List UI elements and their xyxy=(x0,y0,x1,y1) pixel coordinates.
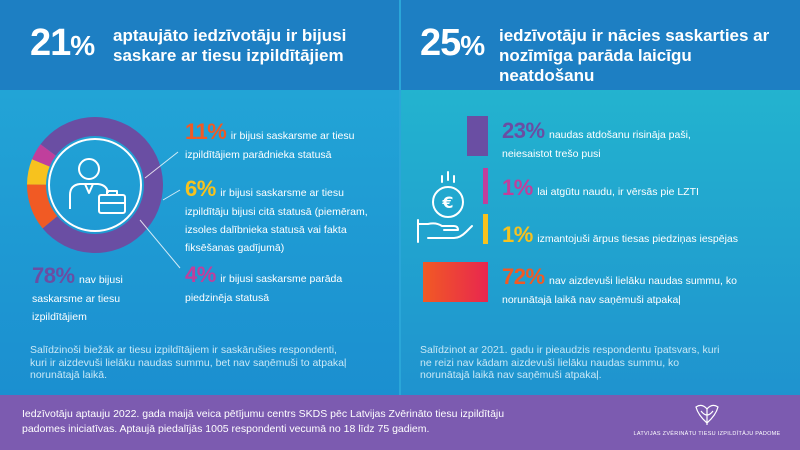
donut-inner-ring xyxy=(48,138,142,232)
donut-chart xyxy=(26,117,163,254)
left-note: Salīdzinoši biežāk ar tiesu izpildītājie… xyxy=(30,344,347,381)
stat-right-4-text: nav aizdevuši lielāku naudas summu, ko n… xyxy=(502,275,737,306)
stat-left-1: 11% ir bijusi saskarsme ar tiesu izpildī… xyxy=(185,119,385,163)
stat-left-2-percent: 6% xyxy=(185,176,216,201)
stat-left-4-text: nav bijusi saskarsme ar tiesu izpildītāj… xyxy=(32,274,123,323)
emblem-logo-icon xyxy=(695,404,719,425)
stat-right-1: 23% naudas atdošanu risināja paši, neies… xyxy=(502,118,722,162)
stat-right-3-percent: 1% xyxy=(502,222,533,247)
stat-right-3-text: izmantojuši ārpus tiesas piedziņas iespē… xyxy=(537,233,739,245)
stat-right-3: 1% izmantojuši ārpus tiesas piedziņas ie… xyxy=(502,222,772,248)
donut-slice-3 xyxy=(27,159,50,185)
header-left-percent: 21% xyxy=(30,22,95,64)
header-left: 21% aptaujāto iedzīvotāju ir bijusi sask… xyxy=(0,0,399,90)
donut-slice-4 xyxy=(32,144,56,167)
bar-3 xyxy=(483,214,488,244)
stat-left-2: 6% ir bijusi saskarsme ar tiesu izpildīt… xyxy=(185,176,385,256)
footer: Iedzīvotāju aptauju 2022. gada maijā vei… xyxy=(0,395,800,450)
stat-right-2-percent: 1% xyxy=(502,175,533,200)
panel-divider xyxy=(399,0,401,395)
right-note: Salīdzinot ar 2021. gadu ir pieaudzis re… xyxy=(420,344,720,381)
bar-1 xyxy=(467,116,488,156)
stat-right-4: 72% nav aizdevuši lielāku naudas summu, … xyxy=(502,264,762,308)
header-left-text: aptaujāto iedzīvotāju ir bijusi saskare … xyxy=(113,26,347,65)
stat-left-4: 78% nav bijusi saskarsme ar tiesu izpild… xyxy=(32,263,172,325)
stat-left-3-percent: 4% xyxy=(185,262,216,287)
stat-right-4-percent: 72% xyxy=(502,264,545,289)
stat-left-1-text: ir bijusi saskarsme ar tiesu izpildītāji… xyxy=(185,130,355,161)
svg-text:€: € xyxy=(441,193,453,212)
stat-left-4-percent: 78% xyxy=(32,263,75,288)
header-right-percent: 25% xyxy=(420,22,485,64)
stat-right-2: 1% lai atgūtu naudu, ir vērsās pie LZTI xyxy=(502,175,762,201)
stat-right-1-text: naudas atdošanu risināja paši, neiesaist… xyxy=(502,129,691,160)
footer-text: Iedzīvotāju aptauju 2022. gada maijā vei… xyxy=(22,408,505,435)
header-right-text: iedzīvotāju ir nācies saskarties ar nozī… xyxy=(499,26,770,85)
bar-4 xyxy=(423,262,488,302)
donut-slice-2 xyxy=(26,184,58,229)
header-right: 25% iedzīvotāju ir nācies saskarties ar … xyxy=(401,0,800,90)
donut-slice-1 xyxy=(40,117,163,254)
connector-lines xyxy=(139,151,181,269)
bar-2 xyxy=(483,168,488,204)
stat-left-2-text: ir bijusi saskarsme ar tiesu izpildītāju… xyxy=(185,187,368,254)
stat-left-3: 4% ir bijusi saskarsme parāda piedzinēja… xyxy=(185,262,345,306)
businessman-icon xyxy=(69,158,126,214)
stat-left-3-text: ir bijusi saskarsme parāda piedzinēja st… xyxy=(185,273,343,304)
stat-right-2-text: lai atgūtu naudu, ir vērsās pie LZTI xyxy=(537,186,699,198)
money-hand-icon: € xyxy=(417,171,473,243)
stat-left-1-percent: 11% xyxy=(185,119,227,144)
logo-text: LATVIJAS ZVĒRINĀTU TIESU IZPILDĪTĀJU PAD… xyxy=(633,431,781,437)
stat-right-1-percent: 23% xyxy=(502,118,545,143)
